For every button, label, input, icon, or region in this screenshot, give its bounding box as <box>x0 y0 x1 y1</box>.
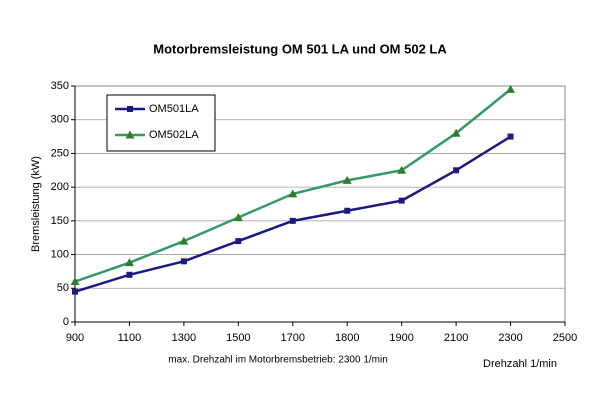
y-tick-label: 350 <box>51 80 69 92</box>
marker <box>289 217 296 224</box>
series-line <box>74 135 512 293</box>
y-tick-label: 0 <box>63 316 69 328</box>
x-tick-label: 1300 <box>172 332 196 344</box>
marker <box>127 106 133 112</box>
marker <box>124 258 134 267</box>
x-tick-label: 1900 <box>389 332 413 344</box>
marker <box>288 189 298 198</box>
marker <box>125 130 135 139</box>
marker <box>233 212 243 221</box>
y-tick-label: 100 <box>51 248 69 260</box>
y-tick-label: 250 <box>51 147 69 159</box>
marker <box>72 288 78 295</box>
marker <box>397 165 407 174</box>
legend-label: OM502LA <box>149 129 199 141</box>
chart-title: Motorbremsleistung OM 501 LA und OM 502 … <box>153 41 447 56</box>
marker <box>180 258 187 265</box>
x-tick-label: 1500 <box>226 332 250 344</box>
x-tick-label: 1100 <box>118 332 142 344</box>
x-tick-label: 2300 <box>498 332 522 344</box>
marker <box>398 197 405 204</box>
x-tick-label: 1700 <box>281 332 305 344</box>
marker <box>126 271 133 278</box>
x-axis-label: Drehzahl 1/min <box>483 358 557 370</box>
marker <box>179 236 189 245</box>
note: max. Drehzahl im Motorbremsbetrieb: 2300… <box>168 355 388 366</box>
y-tick-label: 50 <box>57 282 69 294</box>
marker <box>507 133 514 140</box>
legend-box <box>106 94 216 152</box>
marker <box>70 277 80 286</box>
x-tick-label: 900 <box>66 332 84 344</box>
marker <box>506 84 516 93</box>
x-tick-label: 2500 <box>553 332 577 344</box>
x-tick-label: 2100 <box>444 332 468 344</box>
y-axis-label: Bremsleistung (kW) <box>30 156 42 252</box>
x-tick-label: 1800 <box>335 332 359 344</box>
y-tick-label: 200 <box>51 181 69 193</box>
marker <box>342 175 352 184</box>
y-tick-label: 150 <box>51 215 69 227</box>
marker <box>235 238 242 245</box>
marker <box>453 167 460 174</box>
y-tick-label: 300 <box>51 114 69 126</box>
legend-label: OM501LA <box>149 103 199 115</box>
marker <box>344 207 351 214</box>
marker <box>451 128 461 137</box>
